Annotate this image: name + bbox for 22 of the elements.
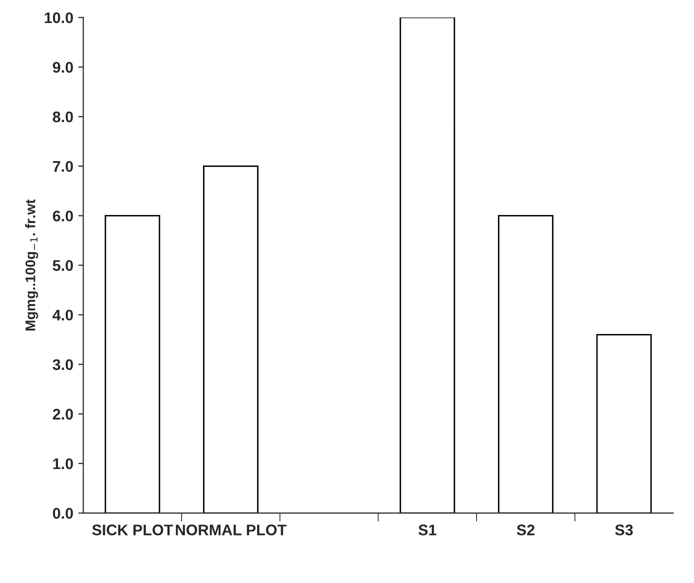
y-tick-label: 8.0 [52, 111, 73, 122]
y-tick-label: 2.0 [52, 408, 73, 420]
x-tick-label: S3 [615, 524, 633, 536]
bar [400, 17, 456, 514]
y-tick-label: 6.0 [52, 210, 73, 222]
x-tick-label: S1 [418, 524, 436, 536]
bar [203, 165, 258, 514]
y-tick-label: 7.0 [52, 161, 73, 172]
y-tick-label: 10.0 [44, 12, 73, 24]
y-tick-label: 5.0 [52, 260, 73, 271]
y-tick-label: 4.0 [52, 310, 73, 321]
x-tick-label: SICK PLOT [92, 524, 174, 536]
bar [498, 215, 554, 514]
bar [596, 334, 652, 514]
y-tick-label: 0.0 [52, 508, 73, 519]
y-tick-label: 9.0 [52, 62, 73, 73]
bar [104, 215, 160, 514]
x-tick-label: S2 [516, 524, 534, 536]
y-tick-label: 1.0 [53, 458, 73, 470]
y-axis-title: Mgmg..100g$_{−1}$. fr.wt [25, 199, 38, 330]
y-tick-label: 3.0 [52, 359, 73, 370]
x-tick-label: NORMAL PLOT [176, 524, 286, 536]
